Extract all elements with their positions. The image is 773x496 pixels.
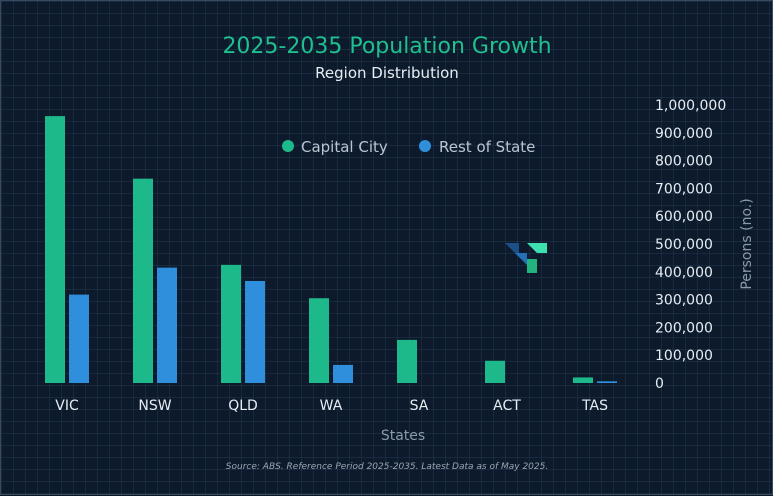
bar-tas-capital-city [573,377,593,383]
y-tick-label: 400,000 [655,265,713,281]
bar-nsw-rest-of-state [157,267,177,383]
bar-nsw-capital-city [133,178,153,383]
y-tick-label: 0 [655,376,664,392]
bar-wa-rest-of-state [333,364,353,383]
x-tick-label-nsw: NSW [138,398,171,414]
y-axis-ticks: 0 100,000 200,000 300,000 400,000 500,000 600,… [655,98,726,392]
bar-act-capital-city [485,360,505,383]
x-tick-label-vic: VIC [55,398,79,414]
bar-qld-capital-city [221,264,241,383]
legend-swatch-capital-city [282,140,294,152]
bar-vic-rest-of-state [69,294,89,383]
bars-group [45,116,617,384]
chart-title: 2025-2035 Population Growth [222,34,551,59]
x-tick-label-tas: TAS [581,398,608,414]
legend-swatch-rest-of-state [419,140,431,152]
x-tick-label-qld: QLD [228,398,258,414]
bar-wa-capital-city [309,298,329,383]
legend-label-rest-of-state: Rest of State [439,138,535,156]
legend: Capital City Rest of State [282,138,535,156]
bar-vic-capital-city [45,116,65,384]
y-tick-label: 300,000 [655,293,713,309]
y-axis-title: Persons (no.) [739,198,755,289]
y-tick-label: 500,000 [655,237,713,253]
y-tick-label: 700,000 [655,181,713,197]
x-tick-label-sa: SA [410,398,429,414]
y-tick-label: 600,000 [655,209,713,225]
source-note: Source: ABS. Reference Period 2025-2035.… [226,462,548,472]
legend-label-capital-city: Capital City [301,138,388,156]
bar-qld-rest-of-state [245,280,265,383]
y-tick-label: 100,000 [655,348,713,364]
bar-tas-rest-of-state [597,381,617,383]
chart-subtitle: Region Distribution [315,64,459,82]
x-tick-label-act: ACT [493,398,521,414]
x-tick-label-wa: WA [320,398,343,414]
y-tick-label: 1,000,000 [655,98,726,114]
x-axis-title: States [381,428,425,444]
brand-logo-icon [505,243,547,273]
y-tick-label: 800,000 [655,154,713,170]
y-tick-label: 900,000 [655,126,713,142]
bar-sa-capital-city [397,339,417,383]
x-axis-categories: VIC NSW QLD WA SA ACT TAS [55,398,608,414]
y-tick-label: 200,000 [655,320,713,336]
